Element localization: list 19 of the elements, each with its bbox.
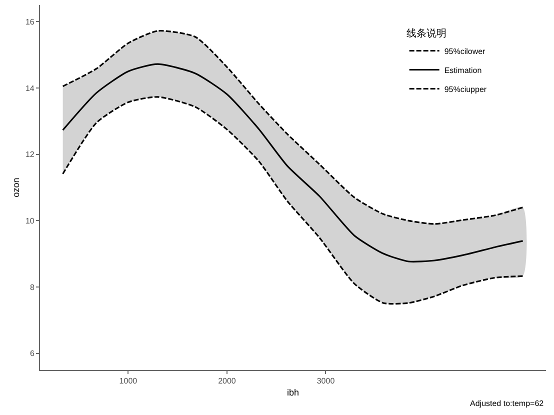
x-axis-title: ibh <box>286 387 300 398</box>
text: Adjusted to:temp=62 <box>470 399 544 408</box>
y-tick-label: 8 <box>30 282 35 292</box>
legend-label: Estimation <box>444 66 482 75</box>
y-tick-label: 12 <box>25 150 35 160</box>
x-tick-label: 2000 <box>218 376 236 386</box>
y-axis-title: ozon <box>10 178 21 198</box>
legend-label: 95%ciupper <box>444 84 487 94</box>
line-series <box>62 30 524 225</box>
y-tick-label: 6 <box>30 349 35 358</box>
x-tick-label: 3000 <box>316 376 336 386</box>
line-series <box>62 96 524 305</box>
y-tick-label: 10 <box>25 216 35 226</box>
y-tick-label: 14 <box>25 84 35 93</box>
legend-title: 线条说明 <box>406 27 446 40</box>
x-tick-label: 1000 <box>119 376 138 386</box>
y-tick-label: 16 <box>25 17 35 26</box>
legend-label: 95%cilower <box>444 46 486 56</box>
line-series <box>62 63 524 262</box>
